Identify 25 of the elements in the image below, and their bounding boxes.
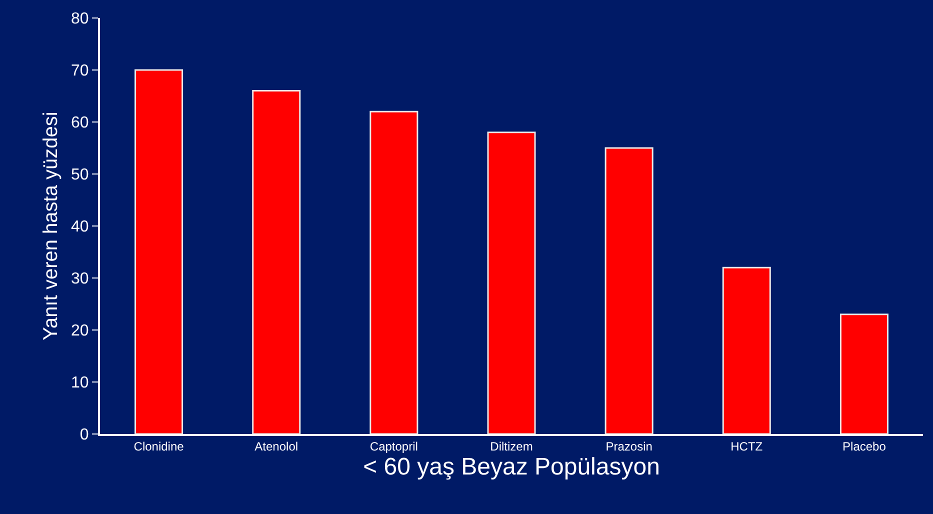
x-tick-label: Prazosin	[606, 439, 652, 454]
x-tick-label: HCTZ	[730, 439, 763, 454]
bar	[722, 266, 771, 434]
y-tick-label: 60	[71, 114, 89, 132]
bar	[370, 110, 418, 434]
bar	[134, 69, 184, 434]
y-axis-title: Yanıt veren hasta yüzdesi	[40, 112, 62, 340]
y-tick-label: 20	[71, 322, 89, 340]
x-tick-label: Clonidine	[134, 439, 184, 454]
bar	[252, 90, 301, 434]
x-tick-label: Atenolol	[254, 439, 298, 454]
y-tick-label: 50	[71, 166, 89, 184]
y-tick-label: 80	[71, 10, 89, 28]
x-tick-label: Placebo	[842, 439, 886, 454]
y-tick-label: 0	[80, 426, 89, 444]
bar	[604, 147, 654, 434]
y-tick-label: 30	[71, 270, 89, 288]
x-tick-label: Diltizem	[490, 439, 533, 454]
bar	[840, 314, 888, 434]
x-axis-title: < 60 yaş Beyaz Popülasyon	[363, 453, 660, 480]
y-tick-label: 10	[71, 374, 89, 392]
x-tick-label: Captopril	[370, 439, 418, 454]
y-tick-label: 70	[71, 62, 89, 80]
y-tick-label: 40	[71, 218, 89, 236]
bar	[487, 132, 536, 434]
